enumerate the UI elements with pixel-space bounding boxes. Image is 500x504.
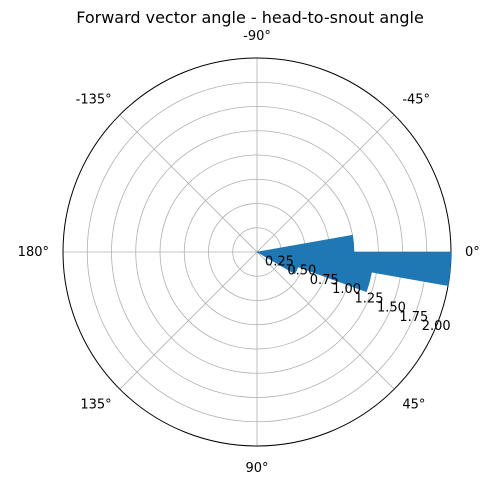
bars-layer — [256, 234, 452, 293]
theta-tick-label: -90° — [243, 29, 271, 44]
theta-tick-label: -135° — [76, 92, 112, 107]
theta-tick-labels: 0° 45° 90° 135° 180° -135° -90° -45° — [18, 29, 480, 476]
theta-grid-line — [256, 114, 395, 253]
r-tick-label: 0.75 — [310, 273, 339, 288]
r-tick-label: 1.25 — [355, 291, 384, 306]
r-tick-labels: 0.250.500.751.001.251.501.752.00 — [265, 254, 451, 334]
theta-grid-line — [119, 251, 258, 390]
r-tick-label: 0.50 — [287, 264, 316, 279]
r-tick-label: 2.00 — [422, 319, 451, 334]
r-tick-label: 1.75 — [399, 310, 428, 325]
r-tick-label: 0.25 — [265, 254, 294, 269]
polar-bar — [256, 251, 299, 275]
polar-bar — [256, 251, 372, 293]
r-tick-label: 1.00 — [332, 282, 361, 297]
theta-grid-line — [256, 251, 395, 390]
theta-tick-label: 45° — [402, 398, 425, 413]
theta-tick-label: -45° — [402, 92, 430, 107]
r-tick-label: 1.50 — [377, 301, 406, 316]
theta-tick-label: 90° — [245, 461, 268, 476]
theta-grid-line — [119, 114, 258, 253]
theta-tick-label: 135° — [80, 398, 111, 413]
chart-title: Forward vector angle - head-to-snout ang… — [76, 8, 424, 27]
theta-tick-label: 0° — [465, 245, 480, 260]
theta-tick-label: 180° — [18, 245, 49, 260]
